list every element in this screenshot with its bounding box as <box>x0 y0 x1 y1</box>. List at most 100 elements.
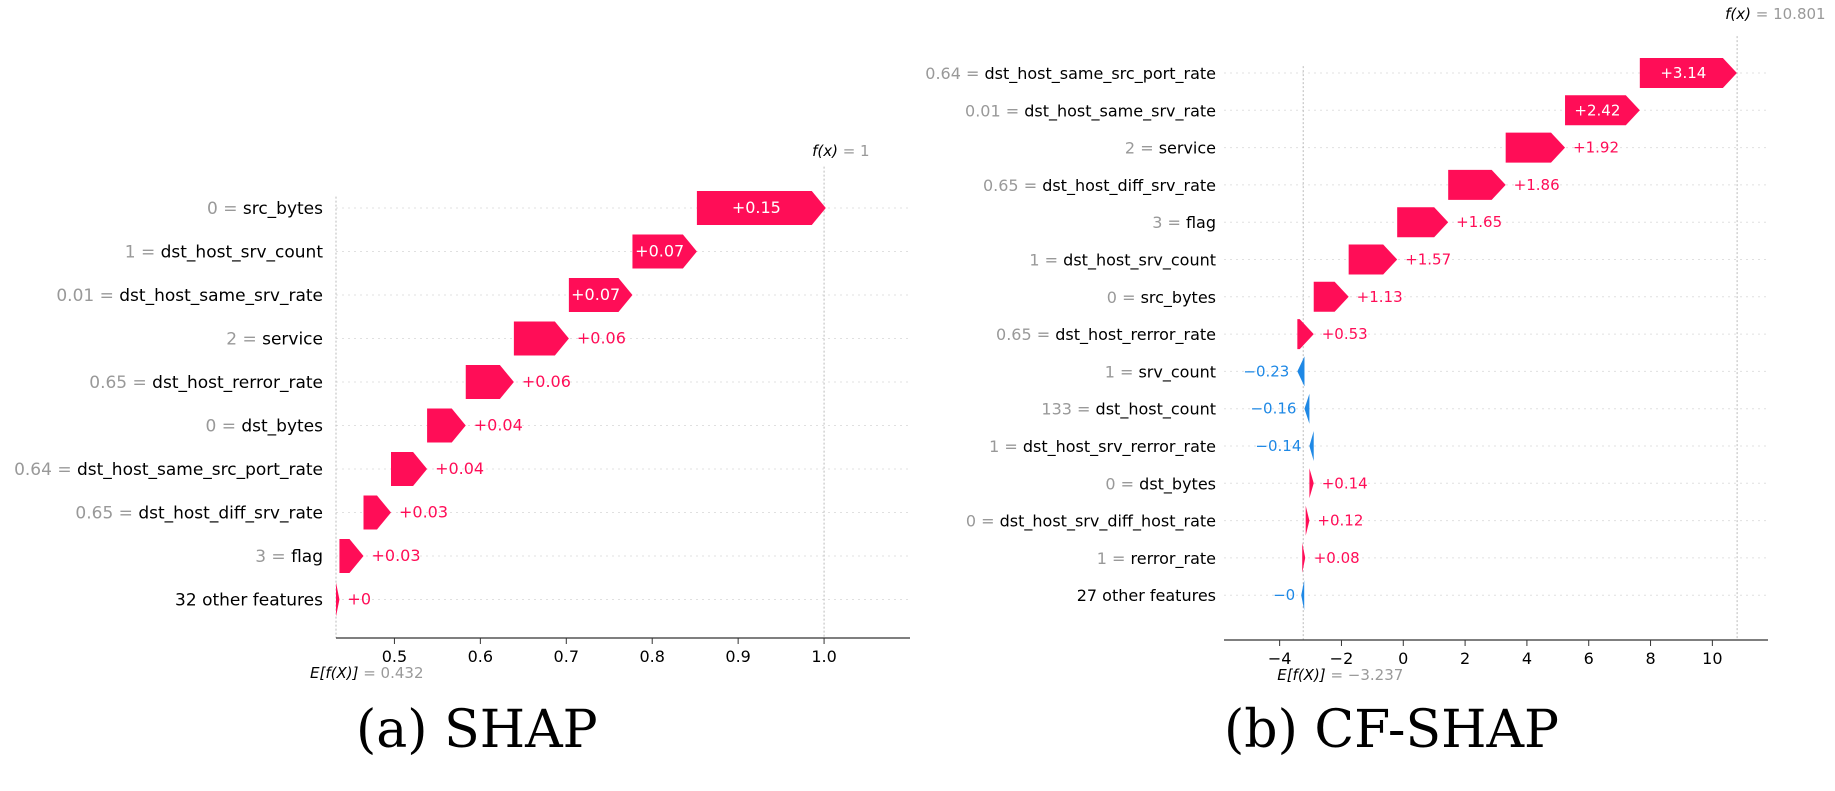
feature-label-a-3: 2 = service <box>226 330 323 350</box>
bar-a-8 <box>339 539 364 573</box>
feature-name-a-8: flag <box>291 547 323 567</box>
bar-b-2 <box>1505 132 1566 163</box>
output-value-annotation-a: f(x) = 1 <box>812 142 870 160</box>
bar-b-10 <box>1309 431 1314 461</box>
bar-a-7 <box>363 495 391 530</box>
bar-label-b-14: −0 <box>1273 586 1295 604</box>
feature-name-a-3: service <box>262 330 323 350</box>
feature-label-b-8: 1 = srv_count <box>1105 362 1216 382</box>
feature-value-b-1: 0.01 = <box>965 101 1024 120</box>
feature-name-a-0: src_bytes <box>243 199 323 219</box>
feature-label-a-4: 0.65 = dst_host_rerror_rate <box>89 373 323 393</box>
feature-value-b-13: 1 = <box>1097 549 1131 568</box>
feature-label-b-12: 0 = dst_host_srv_diff_host_rate <box>966 512 1216 532</box>
feature-label-a-1: 1 = dst_host_srv_count <box>125 243 324 263</box>
x-tick-label-b-1: −2 <box>1330 649 1354 668</box>
x-tick-label-b-3: 2 <box>1460 649 1470 668</box>
base-value-symbol-a: E[f(X)] <box>310 664 359 682</box>
feature-label-b-7: 0.65 = dst_host_rerror_rate <box>996 325 1216 345</box>
feature-value-a-2: 0.01 = <box>56 286 119 306</box>
feature-label-b-14: 27 other features <box>1077 586 1216 605</box>
bar-b-4 <box>1397 207 1449 238</box>
output-value-symbol-a: f(x) <box>812 142 838 160</box>
bar-b-0 <box>1639 58 1737 88</box>
bar-a-2 <box>568 278 633 312</box>
feature-name-b-7: dst_host_rerror_rate <box>1055 325 1216 345</box>
feature-name-b-14: 27 other features <box>1077 586 1216 605</box>
bar-b-5 <box>1348 244 1398 275</box>
feature-label-b-4: 3 = flag <box>1152 213 1216 232</box>
feature-value-b-12: 0 = <box>966 512 1000 531</box>
bar-a-0 <box>696 191 826 225</box>
output-value-symbol-b: f(x) <box>1725 5 1751 23</box>
bar-label-a-4: +0.06 <box>522 372 571 391</box>
feature-name-b-1: dst_host_same_srv_rate <box>1024 101 1216 121</box>
feature-name-a-4: dst_host_rerror_rate <box>152 373 323 393</box>
feature-value-a-8: 3 = <box>255 547 291 567</box>
bar-label-a-6: +0.04 <box>435 459 484 478</box>
x-tick-label-b-6: 8 <box>1645 649 1655 668</box>
bar-a-6 <box>390 452 428 486</box>
caption-shap: (a) SHAP <box>356 700 598 760</box>
bar-label-a-5: +0.04 <box>474 416 523 435</box>
base-value-annotation-b: E[f(X)] = −3.237 <box>1277 666 1403 684</box>
feature-name-b-12: dst_host_srv_diff_host_rate <box>1000 512 1216 532</box>
feature-value-b-3: 0.65 = <box>983 176 1042 195</box>
feature-name-b-11: dst_bytes <box>1139 474 1216 494</box>
bar-a-3 <box>513 321 569 356</box>
bar-b-8 <box>1297 356 1305 387</box>
feature-value-a-3: 2 = <box>226 330 262 350</box>
base-value-number-a: = 0.432 <box>358 664 423 682</box>
feature-value-b-8: 1 = <box>1105 362 1139 381</box>
feature-label-b-5: 1 = dst_host_srv_count <box>1029 251 1216 271</box>
feature-value-a-6: 0.64 = <box>14 460 77 480</box>
bar-label-a-8: +0.03 <box>371 546 420 565</box>
x-tick-label-a-3: 0.8 <box>639 647 664 666</box>
feature-value-b-9: 133 = <box>1041 400 1095 419</box>
x-tick-label-a-0: 0.5 <box>382 647 407 666</box>
feature-value-b-6: 0 = <box>1107 288 1141 307</box>
bar-b-11 <box>1309 468 1314 499</box>
feature-label-b-0: 0.64 = dst_host_same_src_port_rate <box>925 64 1216 84</box>
bar-label-a-9: +0 <box>347 590 371 609</box>
bar-b-12 <box>1305 505 1310 536</box>
feature-name-a-2: dst_host_same_srv_rate <box>119 286 323 306</box>
feature-label-a-7: 0.65 = dst_host_diff_srv_rate <box>75 504 323 524</box>
feature-name-b-8: srv_count <box>1138 362 1216 382</box>
x-tick-label-b-0: −4 <box>1268 649 1292 668</box>
bar-label-b-4: +1.65 <box>1456 213 1502 231</box>
feature-name-b-4: flag <box>1186 213 1216 232</box>
feature-name-b-6: src_bytes <box>1141 288 1216 308</box>
feature-label-b-13: 1 = rerror_rate <box>1097 549 1216 569</box>
bar-a-5 <box>427 408 466 443</box>
bar-b-3 <box>1448 169 1506 200</box>
feature-value-a-0: 0 = <box>207 199 243 219</box>
caption-cf-shap: (b) CF-SHAP <box>1224 700 1560 760</box>
bar-label-b-1: +2.42 <box>1574 101 1620 119</box>
feature-label-b-1: 0.01 = dst_host_same_srv_rate <box>965 101 1216 121</box>
feature-value-a-7: 0.65 = <box>75 504 138 524</box>
feature-name-a-9: 32 other features <box>175 591 323 611</box>
feature-value-b-4: 3 = <box>1152 213 1186 232</box>
feature-value-b-0: 0.64 = <box>925 64 984 83</box>
output-value-number-b: = 10.801 <box>1751 5 1826 23</box>
bar-label-b-2: +1.92 <box>1573 139 1619 157</box>
x-tick-label-b-2: 0 <box>1398 649 1408 668</box>
bar-b-7 <box>1297 319 1314 350</box>
feature-value-a-4: 0.65 = <box>89 373 152 393</box>
feature-label-a-9: 32 other features <box>175 591 323 611</box>
x-tick-label-a-1: 0.6 <box>468 647 493 666</box>
feature-name-b-2: service <box>1159 139 1216 158</box>
x-tick-label-a-4: 0.9 <box>725 647 750 666</box>
feature-value-b-2: 2 = <box>1125 139 1159 158</box>
feature-name-b-0: dst_host_same_src_port_rate <box>984 64 1216 84</box>
bar-label-b-10: −0.14 <box>1255 437 1301 455</box>
feature-name-b-5: dst_host_srv_count <box>1063 251 1216 271</box>
feature-label-a-5: 0 = dst_bytes <box>205 417 323 437</box>
output-value-number-a: = 1 <box>838 142 870 160</box>
feature-value-b-7: 0.65 = <box>996 325 1055 344</box>
bar-label-a-7: +0.03 <box>399 503 448 522</box>
bar-label-b-3: +1.86 <box>1514 176 1560 194</box>
feature-value-b-11: 0 = <box>1105 474 1139 493</box>
